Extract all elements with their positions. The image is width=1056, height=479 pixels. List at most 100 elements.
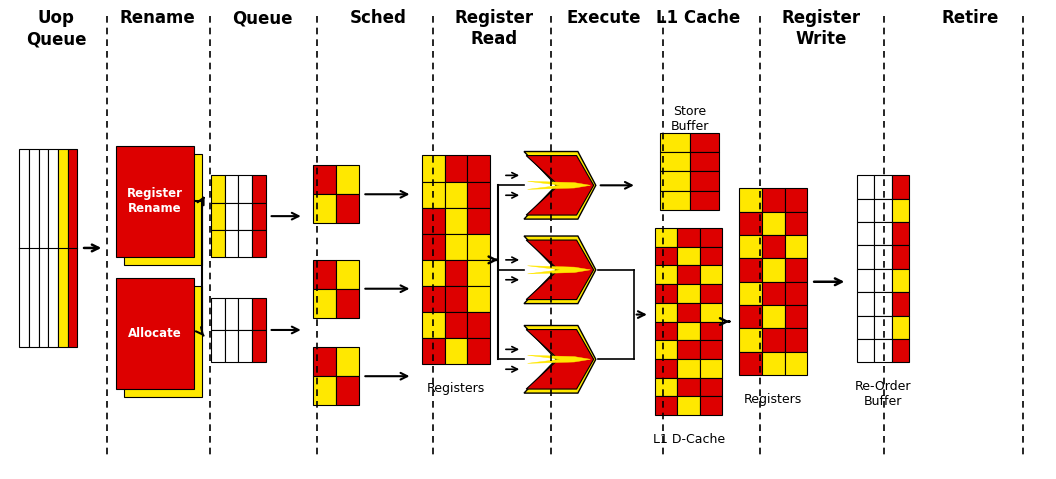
Bar <box>762 305 785 329</box>
Bar <box>700 303 722 321</box>
Bar <box>690 191 719 210</box>
Bar <box>445 234 468 260</box>
Bar <box>690 152 719 171</box>
Bar <box>336 165 359 194</box>
Bar <box>874 245 891 269</box>
Bar <box>762 258 785 282</box>
Bar <box>785 305 807 329</box>
Bar <box>313 376 336 405</box>
Bar <box>445 182 468 208</box>
Bar <box>252 175 266 203</box>
Bar <box>422 312 445 338</box>
Bar <box>857 245 874 269</box>
Polygon shape <box>528 266 590 274</box>
Bar <box>39 148 49 347</box>
Bar <box>857 339 874 362</box>
Bar <box>468 182 490 208</box>
Bar <box>655 228 677 247</box>
Bar <box>336 194 359 223</box>
Bar <box>660 152 690 171</box>
Bar <box>49 148 58 347</box>
Bar <box>660 191 690 210</box>
Bar <box>422 286 445 312</box>
Bar <box>660 171 690 191</box>
Text: L1 Cache: L1 Cache <box>657 10 740 27</box>
Bar <box>422 234 445 260</box>
Bar <box>422 156 445 182</box>
Bar <box>739 212 762 235</box>
Bar <box>124 286 202 397</box>
Bar <box>874 316 891 339</box>
Bar <box>785 188 807 212</box>
Bar <box>785 329 807 352</box>
Bar <box>239 203 252 230</box>
Bar <box>700 340 722 359</box>
Bar <box>313 194 336 223</box>
Bar <box>239 330 252 362</box>
Bar <box>225 330 239 362</box>
Text: L1 D-Cache: L1 D-Cache <box>653 433 724 446</box>
Bar <box>655 303 677 321</box>
Bar <box>739 305 762 329</box>
Bar <box>874 199 891 222</box>
Text: Register
Rename: Register Rename <box>127 187 183 215</box>
Bar <box>225 230 239 257</box>
Bar <box>124 153 202 265</box>
Bar <box>211 330 225 362</box>
Bar <box>239 175 252 203</box>
Text: Uop
Queue: Uop Queue <box>26 10 87 48</box>
Bar <box>700 284 722 303</box>
Text: Register
Write: Register Write <box>781 10 861 48</box>
Bar <box>700 359 722 377</box>
Bar <box>445 260 468 286</box>
Text: Registers: Registers <box>427 382 486 395</box>
Bar <box>700 321 722 340</box>
Bar <box>891 245 909 269</box>
Bar <box>468 234 490 260</box>
Bar <box>700 377 722 396</box>
Polygon shape <box>526 330 593 389</box>
Bar <box>252 297 266 330</box>
Text: Execute: Execute <box>567 10 641 27</box>
Bar <box>211 203 225 230</box>
Bar <box>655 377 677 396</box>
Text: Rename: Rename <box>119 10 195 27</box>
Bar <box>445 208 468 234</box>
Bar <box>422 182 445 208</box>
Bar <box>785 352 807 375</box>
Bar <box>891 199 909 222</box>
Bar <box>313 347 336 376</box>
Polygon shape <box>524 151 596 219</box>
Bar <box>785 212 807 235</box>
Bar <box>313 165 336 194</box>
Bar <box>336 376 359 405</box>
Bar <box>225 297 239 330</box>
Bar <box>422 208 445 234</box>
Bar <box>739 188 762 212</box>
Bar <box>655 247 677 265</box>
Bar <box>891 292 909 316</box>
Bar <box>739 352 762 375</box>
Bar <box>655 396 677 415</box>
Text: Allocate: Allocate <box>128 327 182 340</box>
Text: Register
Read: Register Read <box>455 10 534 48</box>
Text: Retire: Retire <box>942 10 999 27</box>
Polygon shape <box>528 181 590 189</box>
Bar <box>445 312 468 338</box>
Bar <box>857 199 874 222</box>
Text: Registers: Registers <box>744 393 803 406</box>
Bar <box>468 286 490 312</box>
Bar <box>857 175 874 199</box>
Bar <box>468 338 490 364</box>
Bar <box>677 321 700 340</box>
Bar <box>211 175 225 203</box>
Bar <box>700 228 722 247</box>
Bar <box>700 396 722 415</box>
Text: Sched: Sched <box>350 10 407 27</box>
Bar <box>762 282 785 305</box>
Bar <box>891 339 909 362</box>
Bar <box>655 359 677 377</box>
Bar <box>874 269 891 292</box>
Bar <box>857 222 874 245</box>
Bar <box>785 282 807 305</box>
